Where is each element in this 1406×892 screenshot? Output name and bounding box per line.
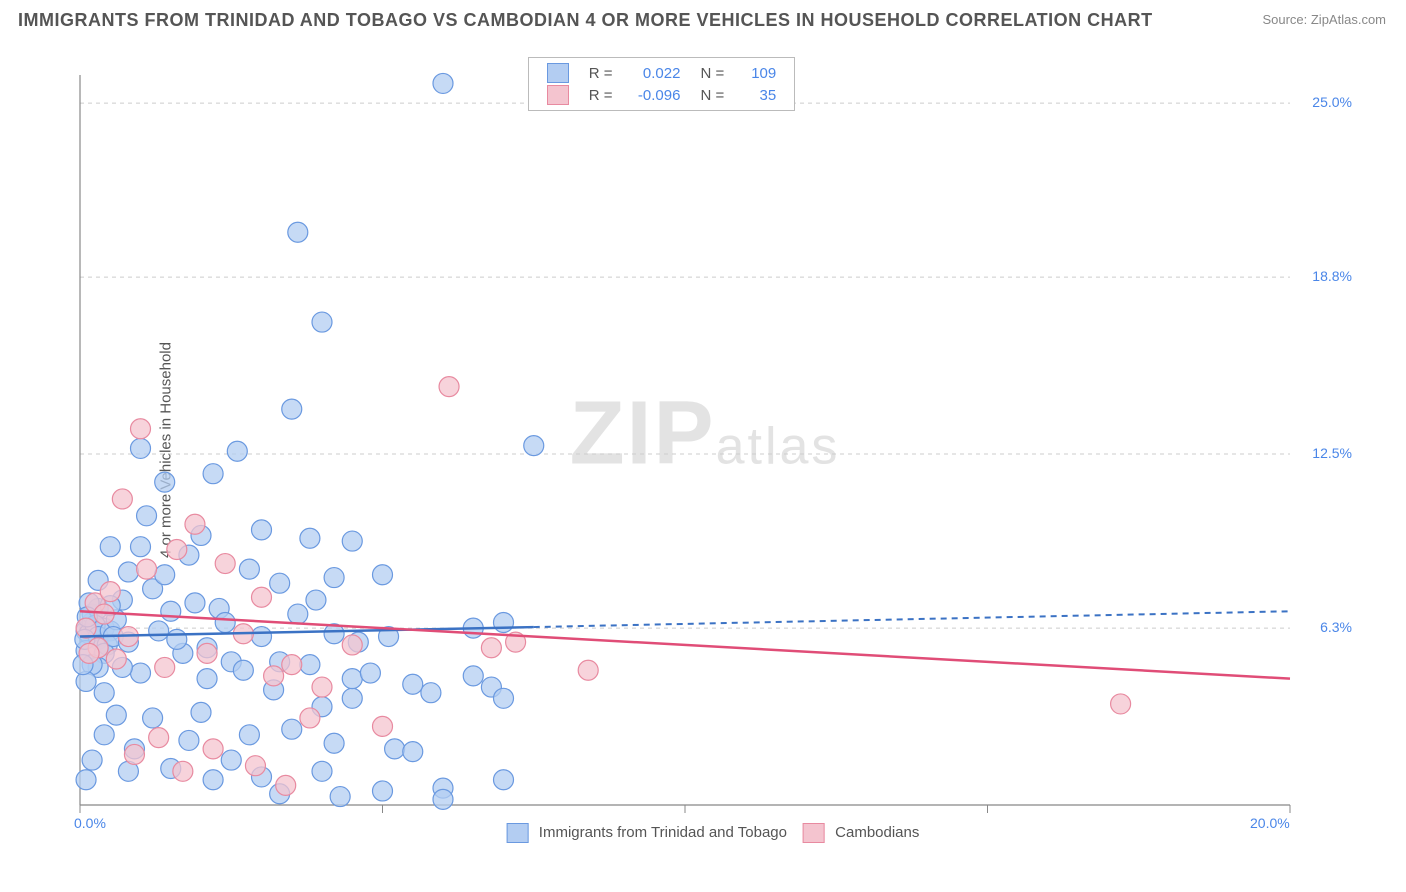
series-legend: Immigrants from Trinidad and Tobago Camb…: [491, 823, 920, 843]
stats-legend: R =0.022N =109R =-0.096N =35: [528, 57, 796, 111]
legend-swatch: [507, 823, 529, 843]
y-tick-label: 6.3%: [1320, 619, 1352, 635]
source-attribution: Source: ZipAtlas.com: [1262, 12, 1386, 27]
y-tick-label: 25.0%: [1312, 94, 1352, 110]
legend-label: Immigrants from Trinidad and Tobago: [539, 824, 787, 841]
y-tick-label: 12.5%: [1312, 445, 1352, 461]
scatter-plot: [50, 55, 1360, 845]
y-tick-label: 18.8%: [1312, 268, 1352, 284]
legend-label: Cambodians: [835, 824, 919, 841]
x-tick-label: 0.0%: [74, 815, 106, 831]
legend-swatch: [803, 823, 825, 843]
chart-area: 4 or more Vehicles in Household ZIPatlas…: [50, 55, 1360, 845]
chart-title: IMMIGRANTS FROM TRINIDAD AND TOBAGO VS C…: [18, 10, 1153, 31]
x-tick-label: 20.0%: [1250, 815, 1290, 831]
